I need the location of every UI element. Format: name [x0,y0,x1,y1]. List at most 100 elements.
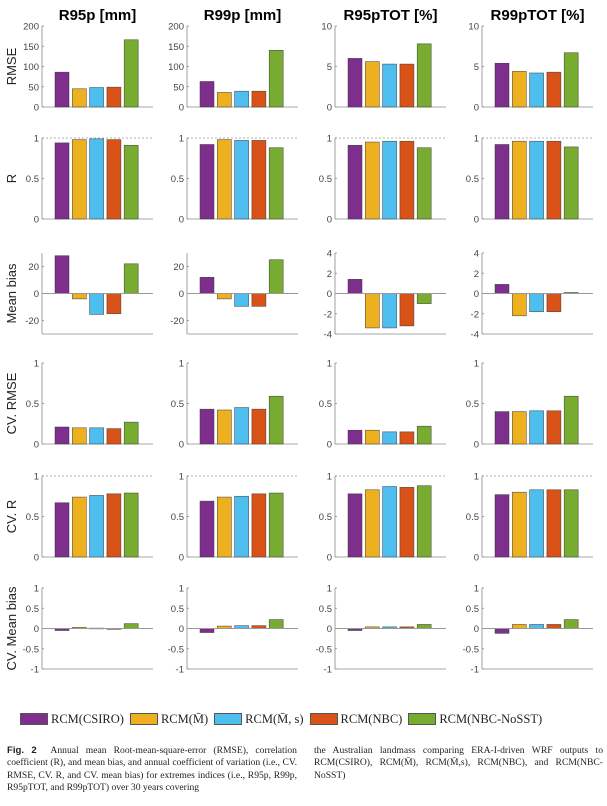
bar [123,492,139,558]
y-tick-label: 0.5 [466,604,479,615]
bar [199,408,215,445]
bar [251,140,267,220]
bar [563,395,579,445]
y-tick-label: 0.5 [171,604,184,615]
bar [106,293,122,315]
y-tick-label: 150 [168,42,184,53]
bar [382,140,397,220]
y-tick-label: 200 [168,22,184,33]
y-tick-label: 0 [179,553,184,564]
y-tick-label: -1 [31,665,39,676]
y-tick-label: 1 [179,359,184,370]
bar [234,140,249,220]
figure-caption-right: the Australian landmass comparing ERA-I-… [314,745,603,781]
y-tick-label: 0.5 [26,399,39,410]
bar [546,624,562,629]
y-tick-label: 1 [34,584,39,595]
bar [199,500,215,558]
bar [546,293,562,313]
y-tick-label: 1 [474,584,479,595]
bar [199,144,215,220]
y-tick-label: 0 [327,553,332,564]
y-tick-label: 1 [34,134,39,145]
bar [563,146,579,220]
y-axis-label: CV. R [4,500,19,533]
bar [364,293,380,329]
y-tick-label: 0 [179,624,184,635]
y-tick-label: 10 [321,22,332,33]
y-tick-label: -4 [324,330,332,341]
bar [54,255,70,294]
y-tick-label: -4 [471,330,479,341]
bar [123,263,139,294]
y-tick-label: 0 [327,103,332,114]
legend-item-csiro: RCM(CSIRO) [20,712,124,727]
bar [563,619,579,629]
legend-item-nbc: RCM(NBC) [309,711,403,727]
y-tick-label: 0 [179,215,184,226]
legend-label: RCM(NBC-NoSST) [439,711,543,726]
bar [54,71,70,108]
y-tick-label: 0.5 [171,512,184,523]
bar [106,86,122,108]
bar [72,427,87,445]
y-tick-label: 100 [168,62,184,73]
y-tick-label: -0.5 [23,644,39,655]
bar [494,628,510,634]
bar [416,293,432,304]
legend-swatch [129,713,158,725]
bar [494,62,510,108]
column-title: R95p [mm] [59,7,137,24]
y-tick-label: 0 [474,553,479,564]
y-tick-label: 1 [474,359,479,370]
bar [382,63,397,108]
y-tick-label: 4 [327,249,332,260]
y-tick-label: 0.5 [319,399,332,410]
legend-label: RCM(NBC) [340,711,403,726]
y-tick-label: 0 [474,624,479,635]
bar [399,431,415,445]
legend-swatch [214,713,243,725]
bar [72,293,87,300]
y-tick-label: -20 [170,316,184,327]
bar [529,410,544,445]
legend-item-m: RCM(M̄) [129,712,208,727]
legend: RCM(CSIRO) RCM(M̄) RCM(M̄, s) RCM(NBC) R… [20,709,607,729]
y-tick-label: 10 [468,22,479,33]
bar [347,58,363,108]
bar [546,489,562,558]
bar-chart-grid: R95p [mm] R99p [mm] R95pTOT [%] R99pTOT [%]… [4,7,593,676]
figure-label: Fig. 2 [7,745,37,756]
bar [268,147,284,220]
legend-item-nbc-nosst: RCM(NBC-NoSST) [408,712,542,727]
bar [364,61,380,108]
bar [364,429,380,445]
y-tick-label: 0.5 [319,174,332,185]
legend-swatch [408,713,437,725]
bar [529,140,544,220]
bar [234,293,249,307]
bar [511,140,527,220]
y-tick-label: 0 [474,440,479,451]
y-tick-label: 0.5 [319,604,332,615]
bar [199,276,215,294]
bar [106,139,122,220]
y-tick-label: 100 [23,62,39,73]
bar [511,491,527,558]
bar [382,293,397,329]
bar [89,293,104,315]
bar [494,144,510,220]
bar [251,493,267,558]
bar [251,293,267,307]
bar [54,502,70,558]
bar [347,279,363,294]
bar [89,87,104,108]
y-tick-label: 1 [474,134,479,145]
bar [123,623,139,629]
y-tick-label: 0 [327,289,332,300]
bar [364,489,380,558]
bar [546,410,562,445]
y-tick-label: 50 [173,82,184,93]
bar [399,487,415,558]
y-tick-label: 1 [327,472,332,483]
